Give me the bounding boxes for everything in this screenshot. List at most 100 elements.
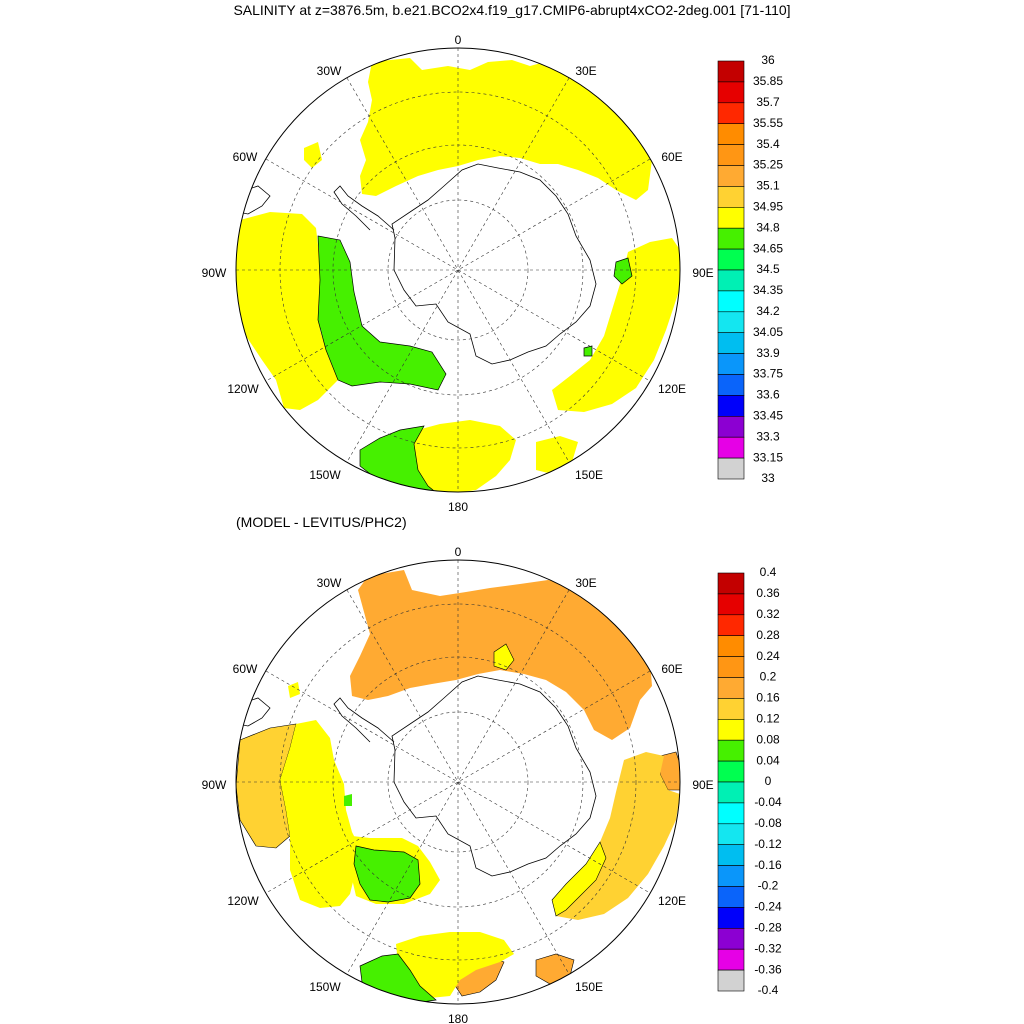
salinity-lon-label: 120W bbox=[227, 382, 259, 396]
difference-colorbar-swatch bbox=[717, 698, 745, 720]
graticule-diff bbox=[236, 560, 680, 1004]
salinity-lon-label: 30E bbox=[575, 64, 596, 78]
difference-colorbar-label: 0.28 bbox=[756, 628, 780, 642]
salinity-colorbar-swatch bbox=[717, 269, 745, 292]
difference-colorbar-swatch bbox=[717, 760, 745, 783]
salinity-region-indian bbox=[552, 238, 680, 412]
salinity-colorbar-label: 33.15 bbox=[753, 450, 783, 464]
salinity-map: 0 30E 60E 90E 120E 150E 180 150W 120W 90W 60W 30W bbox=[202, 33, 714, 514]
difference-region-bellingshausen bbox=[353, 845, 421, 903]
salinity-colorbar-label: 33.9 bbox=[756, 346, 780, 360]
salinity-colorbar-label: 35.4 bbox=[756, 137, 780, 151]
salinity-colorbar-swatch bbox=[717, 227, 745, 250]
salinity-colorbar-swatch bbox=[717, 353, 745, 375]
salinity-colorbar-label: 34.65 bbox=[753, 241, 783, 255]
difference-colorbar-swatch bbox=[717, 614, 745, 636]
difference-lon-label: 30W bbox=[317, 576, 342, 590]
salinity-colorbar-swatch bbox=[717, 290, 745, 313]
salinity-colorbar-swatch bbox=[717, 186, 745, 208]
difference-colorbar-label: -0.08 bbox=[754, 816, 782, 830]
antarctica-outline-diff bbox=[391, 675, 597, 877]
salinity-lon-label: 60E bbox=[661, 150, 682, 164]
difference-colorbar-label: -0.2 bbox=[758, 879, 779, 893]
difference-colorbar-label: 0.04 bbox=[756, 753, 780, 767]
salinity-region-bellingshausen bbox=[317, 235, 447, 391]
difference-colorbar-swatch bbox=[717, 572, 745, 595]
difference-colorbar-label: 0.2 bbox=[760, 670, 777, 684]
difference-colorbar-swatch bbox=[717, 677, 745, 699]
salinity-colorbar-swatch bbox=[717, 248, 745, 271]
difference-colorbar-swatch bbox=[717, 969, 745, 992]
difference-map: 0 30E 60E 90E 120E 150E 180 150W 120W 90W 60W 30W bbox=[202, 545, 714, 1024]
salinity-colorbar-label: 35.1 bbox=[756, 179, 780, 193]
salinity-lon-label: 90W bbox=[202, 266, 227, 280]
salinity-colorbar-swatch bbox=[717, 436, 745, 459]
difference-lon-label: 180 bbox=[448, 1012, 468, 1024]
difference-colorbar-swatch bbox=[717, 886, 745, 908]
difference-lon-label: 60E bbox=[661, 662, 682, 676]
difference-colorbar-label: -0.28 bbox=[754, 920, 782, 934]
salinity-colorbar-label: 34.2 bbox=[756, 304, 780, 318]
difference-map-border bbox=[235, 559, 681, 1005]
salinity-lon-label: 90E bbox=[692, 266, 713, 280]
difference-colorbar-swatch bbox=[717, 823, 745, 845]
difference-colorbar-swatch bbox=[717, 907, 745, 929]
difference-colorbar-swatch bbox=[717, 635, 745, 657]
salinity-colorbar-label: 35.7 bbox=[756, 95, 780, 109]
difference-lon-label: 120W bbox=[227, 894, 259, 908]
salinity-colorbar-label: 35.25 bbox=[753, 158, 783, 172]
salinity-colorbar-swatch bbox=[717, 144, 745, 166]
salinity-colorbar-label: 34.8 bbox=[756, 220, 780, 234]
difference-colorbar-label: 0.32 bbox=[756, 607, 780, 621]
south-america-outline bbox=[236, 185, 271, 215]
difference-colorbar-label: -0.4 bbox=[758, 983, 779, 997]
difference-colorbar-label: -0.24 bbox=[754, 900, 782, 914]
difference-lon-label: 90W bbox=[202, 778, 227, 792]
salinity-region-small-west bbox=[304, 142, 322, 168]
salinity-lon-label: 150E bbox=[575, 468, 603, 482]
difference-colorbar-swatch bbox=[717, 739, 745, 762]
salinity-colorbar-swatch bbox=[717, 102, 745, 125]
difference-lon-label: 60W bbox=[233, 662, 258, 676]
salinity-colorbar-label: 34.5 bbox=[756, 262, 780, 276]
difference-colorbar-swatch bbox=[717, 781, 745, 804]
difference-colorbar-swatch bbox=[717, 844, 745, 866]
salinity-region-pacific-west bbox=[236, 212, 338, 410]
salinity-colorbar-label: 35.85 bbox=[753, 74, 783, 88]
antarctic-peninsula bbox=[333, 185, 395, 231]
difference-lon-label: 150W bbox=[309, 980, 341, 994]
main-title: SALINITY at z=3876.5m, b.e21.BCO2x4.f19_… bbox=[233, 2, 791, 18]
difference-region-small-west bbox=[288, 682, 300, 698]
salinity-colorbar-label: 33.75 bbox=[753, 367, 783, 381]
graticule bbox=[236, 48, 680, 492]
salinity-region-atlantic bbox=[360, 58, 652, 200]
difference-colorbar-label: -0.32 bbox=[754, 941, 782, 955]
difference-colorbar-swatch bbox=[717, 593, 745, 616]
salinity-colorbar-swatch bbox=[717, 457, 745, 480]
salinity-colorbar-label: 36 bbox=[761, 53, 775, 67]
salinity-region-kerguelen bbox=[613, 257, 633, 285]
salinity-colorbar-swatch bbox=[717, 165, 745, 187]
salinity-colorbar-label: 35.55 bbox=[753, 116, 783, 130]
salinity-colorbar: 36 35.85 35.7 35.55 35.4 35.25 35.1 34.95 34.8 34… bbox=[717, 53, 783, 485]
salinity-lon-label: 30W bbox=[317, 64, 342, 78]
salinity-colorbar-swatch bbox=[717, 81, 745, 104]
salinity-colorbar-label: 33.45 bbox=[753, 408, 783, 422]
salinity-colorbar-swatch bbox=[717, 207, 745, 229]
difference-colorbar-label: -0.36 bbox=[754, 962, 782, 976]
salinity-colorbar-label: 34.35 bbox=[753, 283, 783, 297]
salinity-colorbar-swatch bbox=[717, 311, 745, 333]
difference-colorbar-swatch bbox=[717, 656, 745, 678]
difference-region-yellow-east-small bbox=[493, 643, 515, 671]
difference-subtitle: (MODEL - LEVITUS/PHC2) bbox=[236, 514, 407, 530]
difference-colorbar-label: 0.24 bbox=[756, 649, 780, 663]
antarctic-peninsula-diff bbox=[333, 697, 395, 743]
difference-colorbar-swatch bbox=[717, 718, 745, 741]
difference-lon-label: 30E bbox=[575, 576, 596, 590]
salinity-colorbar-swatch bbox=[717, 332, 745, 354]
difference-region-small-green bbox=[344, 794, 352, 806]
difference-colorbar-label: 0.12 bbox=[756, 711, 780, 725]
difference-lon-label: 90E bbox=[692, 778, 713, 792]
salinity-lon-label: 120E bbox=[658, 382, 686, 396]
